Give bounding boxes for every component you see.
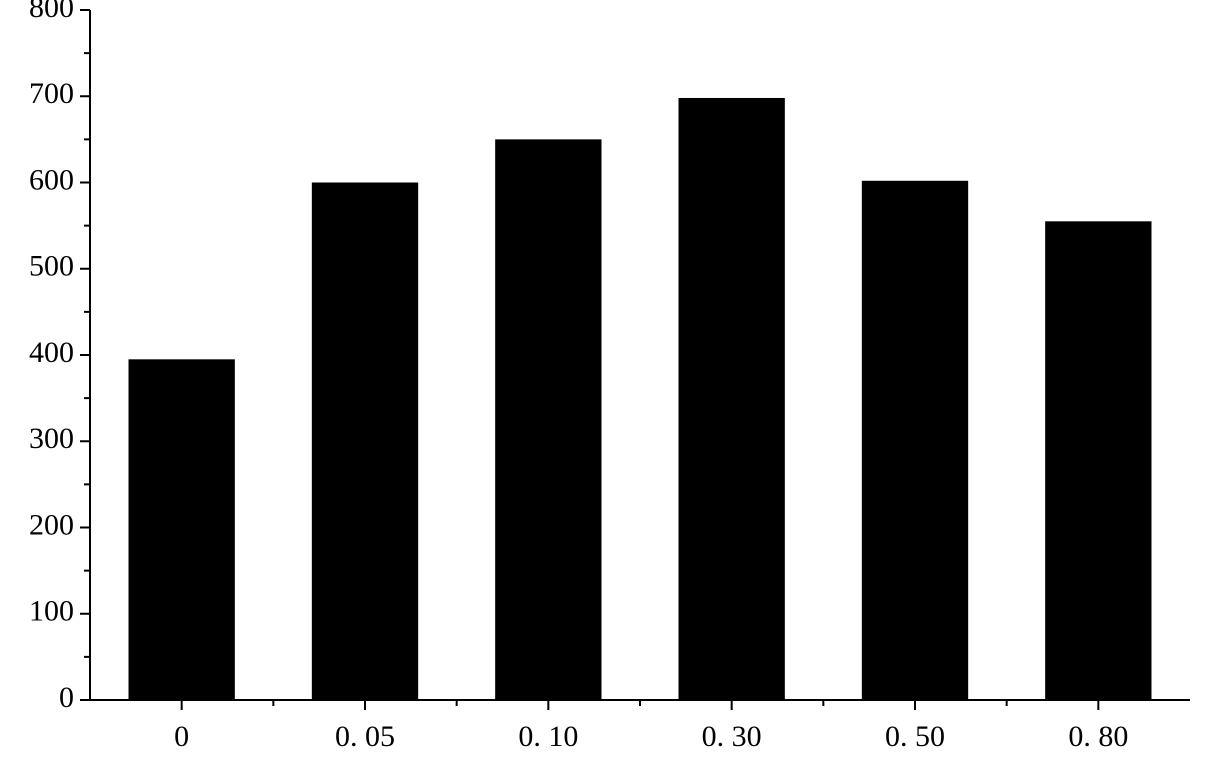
x-tick-label: 0. 80 [1068,720,1128,753]
y-tick-label: 500 [29,250,74,283]
y-tick-label: 100 [29,595,74,628]
bar [495,139,601,700]
y-tick-label: 400 [29,336,74,369]
x-tick-label: 0. 50 [885,720,945,753]
x-tick-label: 0 [174,720,189,753]
bar [1045,221,1151,700]
x-tick-label: 0. 05 [335,720,395,753]
chart-svg: 0 100 200 300 400 500 600 700 800 0 0. 05 0. 10 0. 3… [0,0,1207,777]
y-tick-label: 600 [29,163,74,196]
x-tick-label: 0. 10 [518,720,578,753]
y-tick-label: 700 [29,77,74,110]
y-tick-label: 300 [29,422,74,455]
y-tick-label: 200 [29,508,74,541]
bar [862,181,968,700]
x-tick-label: 0. 30 [702,720,762,753]
bar [679,98,785,700]
bar [129,359,235,700]
y-tick-label: 800 [29,0,74,24]
y-tick-label: 0 [59,681,74,714]
bar-chart: 0 100 200 300 400 500 600 700 800 0 0. 05 0. 10 0. 3… [0,0,1207,777]
bar [312,183,418,701]
